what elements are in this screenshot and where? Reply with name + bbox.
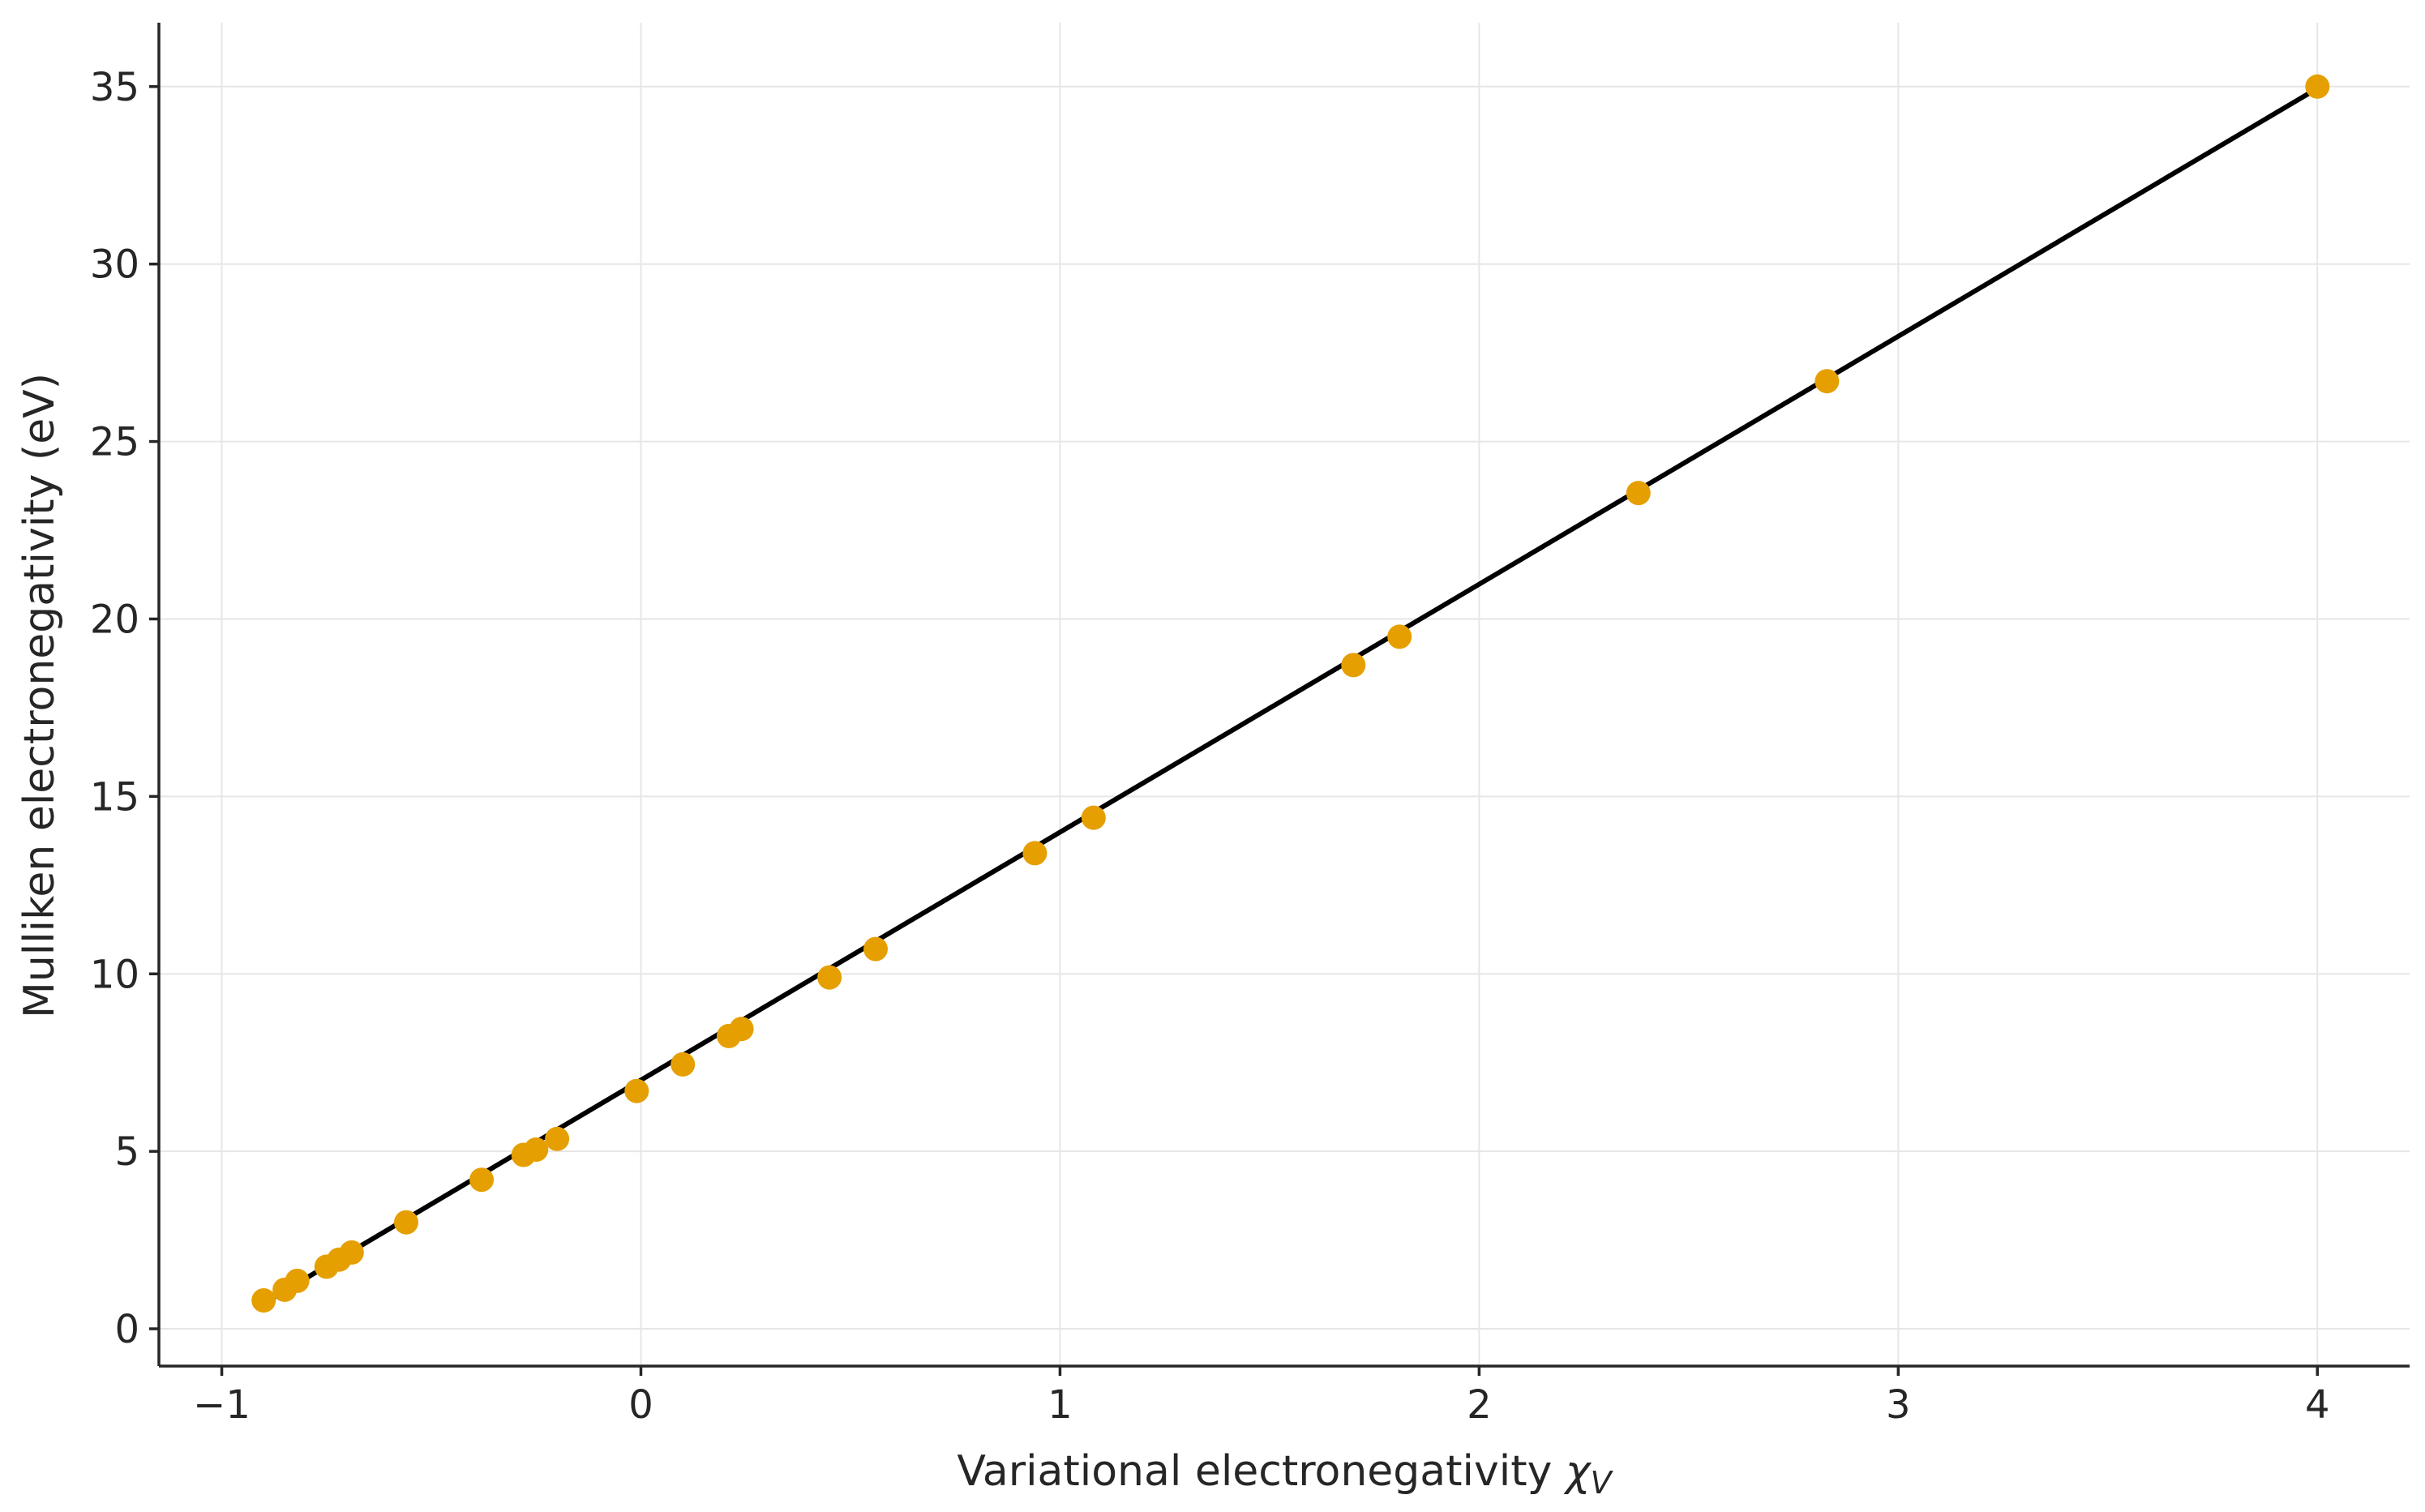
y-axis-label: Mulliken electronegativity (eV) xyxy=(15,373,64,1018)
data-point xyxy=(817,965,842,990)
x-tick-label: 2 xyxy=(1467,1382,1492,1428)
data-point xyxy=(1341,653,1366,678)
data-point xyxy=(1022,841,1048,866)
y-tick-label: 30 xyxy=(90,242,139,288)
y-tick-label: 10 xyxy=(90,952,139,997)
y-tick-label: 0 xyxy=(114,1307,139,1352)
y-axis-ticks: 0 5 10 15 20 25 30 35 xyxy=(90,65,159,1352)
x-tick-label: −1 xyxy=(193,1382,251,1428)
y-tick-label: 20 xyxy=(90,597,139,642)
data-point xyxy=(545,1126,570,1151)
data-point xyxy=(251,1288,276,1313)
data-point xyxy=(1626,481,1651,506)
y-tick-label: 25 xyxy=(90,420,139,465)
x-axis-label-text: Variational electronegativity xyxy=(957,1447,1552,1496)
x-axis-label-subscript: V xyxy=(1591,1465,1614,1501)
x-axis-label-symbol: χ xyxy=(1563,1447,1592,1496)
data-point xyxy=(1387,624,1412,649)
data-point xyxy=(469,1167,494,1193)
data-point xyxy=(1081,805,1106,830)
grid xyxy=(159,23,2410,1366)
data-point xyxy=(1814,369,1840,394)
x-tick-label: 3 xyxy=(1886,1382,1911,1428)
x-tick-label: 4 xyxy=(2305,1382,2330,1428)
y-tick-label: 35 xyxy=(90,65,139,110)
data-point xyxy=(285,1268,310,1293)
data-point xyxy=(339,1240,364,1265)
data-points xyxy=(251,74,2330,1313)
data-point xyxy=(863,936,888,962)
x-axis-label-space xyxy=(1552,1447,1566,1496)
data-point xyxy=(394,1210,418,1235)
y-tick-label: 15 xyxy=(90,774,139,820)
fit-line xyxy=(261,86,2320,1306)
x-tick-label: 1 xyxy=(1048,1382,1073,1428)
axes xyxy=(157,23,2410,1368)
data-point xyxy=(524,1137,549,1162)
fit-line-layer xyxy=(261,86,2320,1306)
data-point xyxy=(671,1052,696,1077)
data-point xyxy=(624,1078,649,1103)
x-axis-ticks: −1 0 1 2 3 4 xyxy=(193,1366,2330,1428)
data-point xyxy=(2305,74,2330,99)
x-tick-label: 0 xyxy=(628,1382,653,1428)
x-axis-label: Variational electronegativity χV xyxy=(957,1447,1613,1501)
data-point xyxy=(729,1017,754,1042)
y-tick-label: 5 xyxy=(114,1129,139,1175)
